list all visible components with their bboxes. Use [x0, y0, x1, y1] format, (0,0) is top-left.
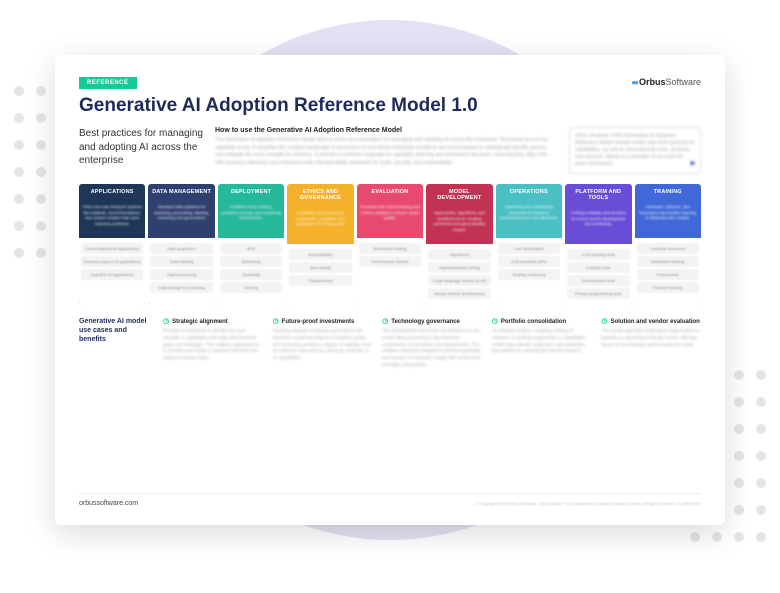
chip: Accountability: [289, 249, 351, 260]
benefit-body: Provides a framework to identify the mos…: [163, 328, 263, 362]
chip: Data storage & versioning: [150, 282, 212, 293]
capability-column: TRAININGHardware, software, and techniqu…: [635, 184, 701, 305]
column-items: Data acquisition Data labeling Data proces…: [148, 236, 214, 305]
chip: Conversational AI applications: [81, 243, 143, 254]
intro-subtitle: Best practices for managing and adopting…: [79, 127, 203, 174]
capability-column: EVALUATIONProcesses like benchmarking an…: [357, 184, 423, 305]
capability-column: DEPLOYMENTScalable model hosting, predic…: [218, 184, 284, 305]
column-desc: Standard data pipelines for acquiring, p…: [148, 200, 214, 236]
benefit-title: Future-proof investments: [273, 317, 373, 325]
column-header: ETHICS AND GOVERNANCE: [287, 184, 353, 206]
column-header: OPERATIONS: [496, 184, 562, 200]
benefit-title: Portfolio consolidation: [492, 317, 592, 325]
column-desc: Approaches, algorithms, and architecture…: [426, 206, 492, 242]
column-header: PLATFORM AND TOOLS: [565, 184, 631, 206]
chip: Data labeling: [150, 256, 212, 267]
benefits-columns: Strategic alignment Provides a framework …: [163, 317, 701, 369]
document-page: REFERENCE OrbusSoftware Generative AI Ad…: [55, 55, 725, 525]
column-desc: Guidelines and controls for responsible,…: [287, 206, 353, 242]
chip: Compute resources: [637, 243, 699, 254]
column-header: DATA MANAGEMENT: [148, 184, 214, 200]
chip: Transparency: [289, 275, 351, 286]
reference-badge: REFERENCE: [79, 77, 137, 89]
chip: Decision-support AI applications: [81, 256, 143, 267]
chip: LLM chaining tools: [567, 249, 629, 260]
benefit-title: Technology governance: [382, 317, 482, 325]
chip: Serving: [220, 282, 282, 293]
benefit-column: Solution and vendor evaluation The vendor…: [601, 317, 701, 369]
benefit-body: Planning adoption roadmaps grounded in t…: [273, 328, 373, 362]
column-header: DEPLOYMENT: [218, 184, 284, 200]
capability-column: ETHICS AND GOVERNANCEGuidelines and cont…: [287, 184, 353, 305]
chip: Prompt programming tools: [567, 288, 629, 299]
chip: Data processing: [150, 269, 212, 280]
howto-body: The Generative AI Adoption Reference Mod…: [215, 137, 557, 167]
column-desc: Processes like benchmarking and metrics …: [357, 200, 423, 236]
chip: LLM prediction APIs: [498, 256, 560, 267]
capability-column: APPLICATIONSClient and user-facing AI sy…: [79, 184, 145, 305]
column-header: EVALUATION: [357, 184, 423, 200]
howto-title: How to use the Generative AI Adoption Re…: [215, 127, 557, 134]
capability-column: OPERATIONSOptimizing and maintaining pro…: [496, 184, 562, 305]
chip: APIs: [220, 243, 282, 254]
logo: OrbusSoftware: [631, 77, 701, 87]
chip: Cost optimization: [498, 243, 560, 254]
benefit-column: Technology governance The standardized ta…: [382, 317, 482, 369]
chip: Monitoring: [220, 256, 282, 267]
column-items: Benchmark testing Performance metrics: [357, 236, 423, 305]
column-header: TRAINING: [635, 184, 701, 200]
chip: Scalability: [220, 269, 282, 280]
footer-copyright: © Copyright 2024 Orbus Software. Orbus I…: [476, 501, 701, 506]
column-header: APPLICATIONS: [79, 184, 145, 200]
chip: Transfer learning: [637, 282, 699, 293]
chip: Bias testing: [289, 262, 351, 273]
chip: Algorithms: [428, 249, 490, 260]
column-items: APIs Monitoring Scalability Serving: [218, 236, 284, 305]
chip: Cognitive AI applications: [81, 269, 143, 280]
chip: Performance metrics: [359, 256, 421, 267]
column-items: Compute resources Distributed training Fra…: [635, 236, 701, 305]
benefit-column: Future-proof investments Planning adoptio…: [273, 317, 373, 369]
column-desc: Hardware, software, and techniques like …: [635, 200, 701, 236]
capability-column: PLATFORM AND TOOLSLLMOps software and se…: [565, 184, 631, 305]
benefits-title: Generative AI model use cases and benefi…: [79, 317, 153, 369]
column-desc: Optimizing and maintaining production AI…: [496, 200, 562, 236]
chip: Hyperparameter tuning: [428, 262, 490, 273]
benefit-title: Strategic alignment: [163, 317, 263, 325]
column-desc: Scalable model hosting, prediction servi…: [218, 200, 284, 236]
column-items: Conversational AI applications Decision-s…: [79, 236, 145, 305]
info-box: Other iterations of the Generative AI Ad…: [569, 127, 701, 174]
column-desc: LLMOps software and services for end-to-…: [565, 206, 631, 242]
columns-container: APPLICATIONSClient and user-facing AI sy…: [79, 184, 701, 305]
chip: Frameworks: [637, 269, 699, 280]
benefit-column: Portfolio consolidation As adoption evolv…: [492, 317, 592, 369]
benefit-column: Strategic alignment Provides a framework …: [163, 317, 263, 369]
chip: Data acquisition: [150, 243, 212, 254]
page-title: Generative AI Adoption Reference Model 1…: [79, 95, 701, 117]
chip: Benchmark testing: [359, 243, 421, 254]
chip: Scaling monitoring: [498, 269, 560, 280]
chip: Large language models (LLM): [428, 275, 490, 286]
column-items: Cost optimization LLM prediction APIs Scal…: [496, 236, 562, 305]
column-header: MODEL DEVELOPMENT: [426, 184, 492, 206]
benefit-body: As adoption evolves, mapping existing AI…: [492, 328, 592, 355]
chip: Neural network architectures: [428, 288, 490, 299]
column-items: Accountability Bias testing Transparency: [287, 242, 353, 305]
chip: Orchestration tools: [567, 275, 629, 286]
column-desc: Client and user-facing AI systems like c…: [79, 200, 145, 236]
benefit-body: The standardized taxonomy and definition…: [382, 328, 482, 369]
chip: Distributed training: [637, 256, 699, 267]
benefit-title: Solution and vendor evaluation: [601, 317, 701, 325]
column-items: LLM chaining tools LLMOps tools Orchestrat…: [565, 242, 631, 305]
footer-url: orbussoftware.com: [79, 500, 138, 507]
capability-column: DATA MANAGEMENTStandard data pipelines f…: [148, 184, 214, 305]
benefit-body: The vendor-agnostic model gives organiza…: [601, 328, 701, 348]
chip: LLMOps tools: [567, 262, 629, 273]
capability-column: MODEL DEVELOPMENTApproaches, algorithms,…: [426, 184, 492, 305]
column-items: Algorithms Hyperparameter tuning Large lan…: [426, 242, 492, 305]
